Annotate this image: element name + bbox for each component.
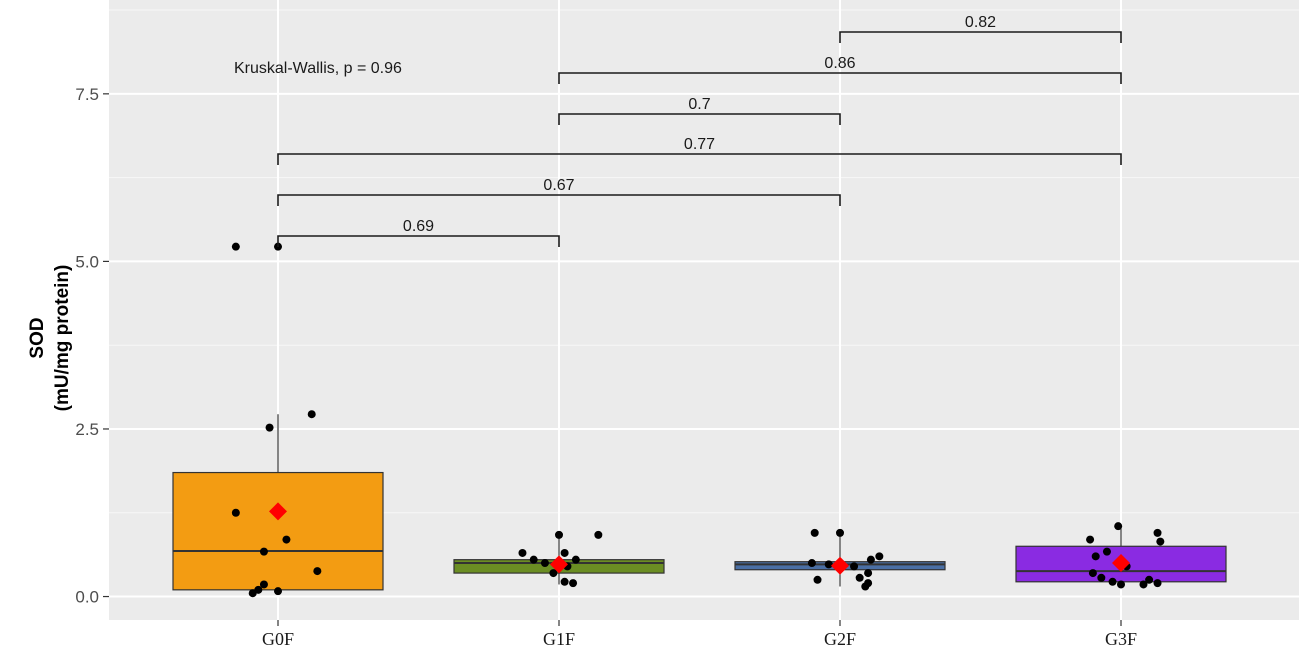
bracket-line — [558, 113, 841, 125]
data-point — [1156, 537, 1165, 546]
grid-lines — [109, 0, 1299, 620]
data-point — [855, 573, 864, 582]
data-point — [1097, 573, 1106, 582]
data-point — [231, 242, 240, 251]
data-point — [594, 530, 603, 539]
data-point — [1114, 522, 1123, 531]
bracket-g0f-g1f: 0.69 — [277, 218, 560, 247]
bracket-g1f-g3f: 0.86 — [558, 55, 1122, 84]
y-tick-label: 0.0 — [75, 588, 99, 607]
x-tick-label: G1F — [543, 629, 575, 649]
data-point — [518, 548, 527, 557]
bracket-line — [277, 235, 560, 247]
y-axis-label: SOD (mU/mg protein) — [27, 265, 73, 412]
x-tick-label: G0F — [262, 629, 294, 649]
mean-marker — [550, 555, 568, 574]
data-point — [1153, 528, 1162, 537]
box-g3f — [1015, 522, 1227, 589]
data-point — [313, 567, 322, 576]
data-point — [824, 560, 833, 569]
box-g0f — [172, 242, 384, 598]
box-g2f — [734, 528, 946, 591]
data-point — [274, 587, 282, 596]
data-point — [529, 555, 538, 564]
bracket-line — [839, 31, 1122, 43]
boxes-layer — [172, 242, 1227, 598]
x-tick-label: G2F — [824, 629, 856, 649]
data-point — [259, 580, 268, 589]
data-point — [560, 548, 569, 557]
data-point — [259, 547, 268, 556]
data-point — [1153, 579, 1162, 588]
data-point — [569, 579, 578, 588]
data-point — [555, 530, 563, 539]
bracket-line — [558, 72, 1122, 84]
data-point — [875, 552, 884, 561]
data-point — [265, 423, 274, 432]
bracket-p-value: 0.7 — [688, 96, 710, 113]
y-tick-label: 5.0 — [75, 252, 99, 271]
bracket-g0f-g3f: 0.77 — [277, 136, 1122, 165]
bracket-g1f-g2f: 0.7 — [558, 96, 841, 125]
data-point — [1145, 575, 1154, 584]
box-g1f — [453, 530, 665, 588]
bracket-p-value: 0.82 — [965, 14, 996, 31]
kruskal-wallis-annotation: Kruskal-Wallis, p = 0.96 — [234, 60, 402, 77]
data-point — [810, 528, 819, 537]
bracket-g2f-g3f: 0.82 — [839, 14, 1122, 43]
bracket-p-value: 0.69 — [403, 218, 434, 235]
data-point — [248, 589, 257, 598]
mean-marker — [269, 502, 287, 521]
box-body — [1015, 545, 1227, 583]
y-axis-label-line2: (mU/mg protein) — [52, 265, 73, 412]
bracket-p-value: 0.77 — [684, 136, 715, 153]
mean-marker — [1112, 554, 1130, 573]
x-tick-label: G3F — [1105, 629, 1137, 649]
data-point — [1088, 569, 1097, 578]
data-point — [1108, 577, 1117, 586]
data-point — [1091, 552, 1100, 561]
comparison-brackets: 0.82 0.86 0.7 0.77 0.67 0.69 — [277, 14, 1122, 247]
y-tick-label: 2.5 — [75, 420, 99, 439]
x-axis: G0F G1F G2F G3F — [262, 620, 1137, 649]
data-point — [861, 582, 870, 591]
y-axis: 0.0 2.5 5.0 7.5 — [75, 85, 109, 607]
data-point — [540, 559, 549, 568]
data-point — [560, 577, 569, 586]
bracket-p-value: 0.67 — [543, 177, 574, 194]
data-point — [850, 562, 859, 571]
bracket-g0f-g2f: 0.67 — [277, 177, 841, 206]
data-point — [231, 508, 240, 517]
bracket-p-value: 0.86 — [824, 55, 855, 72]
data-point — [571, 555, 580, 564]
y-tick-label: 7.5 — [75, 85, 99, 104]
data-point — [282, 535, 291, 544]
data-point — [864, 569, 873, 578]
data-point — [1139, 580, 1148, 589]
bracket-line — [277, 153, 1122, 165]
box-body — [172, 471, 384, 591]
data-point — [813, 575, 822, 584]
data-point — [807, 559, 816, 568]
y-axis-label-line1: SOD — [27, 317, 48, 358]
data-point — [836, 528, 844, 537]
data-point — [307, 410, 316, 419]
data-point — [1117, 580, 1125, 589]
bracket-line — [277, 194, 841, 206]
data-point — [1102, 547, 1111, 556]
data-point — [866, 555, 875, 564]
mean-marker — [831, 556, 849, 575]
data-point — [549, 569, 558, 578]
data-point — [1086, 535, 1095, 544]
